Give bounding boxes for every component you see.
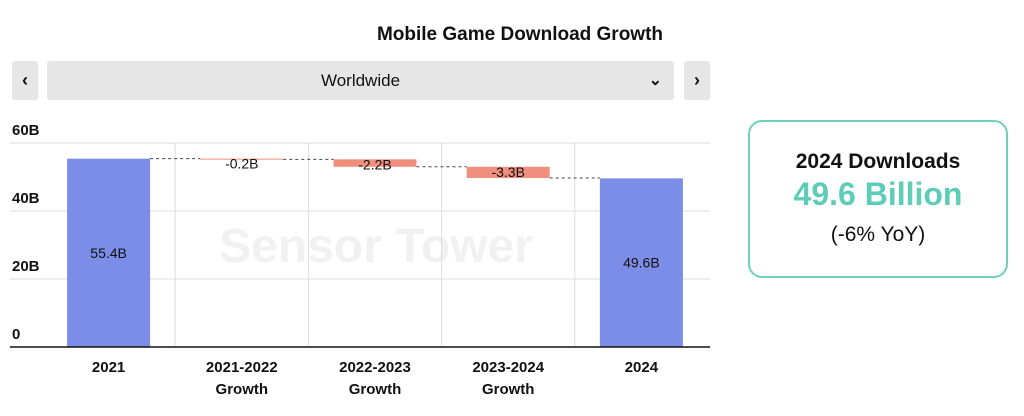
data-label: 55.4B (90, 245, 127, 261)
data-label: -3.3B (491, 164, 524, 180)
x-tick-label: 2023-2024 (472, 359, 544, 376)
y-tick-label: 60B (12, 122, 40, 139)
x-tick-label: 2022-2023 (339, 359, 411, 376)
next-button[interactable]: › (684, 61, 710, 100)
y-tick-label: 0 (12, 326, 20, 343)
card-change: (-6% YoY) (830, 223, 926, 246)
card-value: 49.6 Billion (793, 176, 963, 212)
data-label: -2.2B (358, 156, 391, 172)
x-tick-label: 2024 (625, 359, 659, 376)
chevron-left-icon: ‹ (22, 70, 28, 90)
x-tick-label: Growth (349, 381, 402, 398)
bar (333, 159, 417, 167)
x-tick-label: 2021-2022 (206, 359, 278, 376)
chevron-right-icon: › (694, 70, 700, 90)
x-tick-label: Growth (482, 381, 535, 398)
bar (466, 166, 550, 179)
y-tick-label: 20B (12, 258, 40, 275)
waterfall-chart: Sensor Tower 0 20B 40B 60B 55.4B 2021 -0.2B 2021… (10, 122, 710, 398)
chevron-down-icon: ⌄ (648, 72, 662, 89)
bar (200, 158, 284, 160)
y-tick-label: 40B (12, 190, 40, 207)
card-label: 2024 Downloads (795, 150, 961, 173)
region-dropdown[interactable]: Worldwide ⌄ (47, 61, 674, 100)
chart-title: Mobile Game Download Growth (376, 24, 664, 45)
x-tick-label: 2021 (92, 359, 125, 376)
bar (599, 178, 683, 347)
region-value: Worldwide (320, 70, 401, 90)
summary-card: 2024 Downloads 49.6 Billion (-6% YoY) (748, 120, 1008, 278)
data-label: -0.2B (225, 156, 258, 172)
bar (67, 158, 151, 347)
prev-button[interactable]: ‹ (12, 61, 38, 100)
watermark-logo: Sensor Tower (219, 220, 533, 273)
data-label: 49.6B (623, 255, 660, 271)
x-tick-label: Growth (216, 381, 269, 398)
